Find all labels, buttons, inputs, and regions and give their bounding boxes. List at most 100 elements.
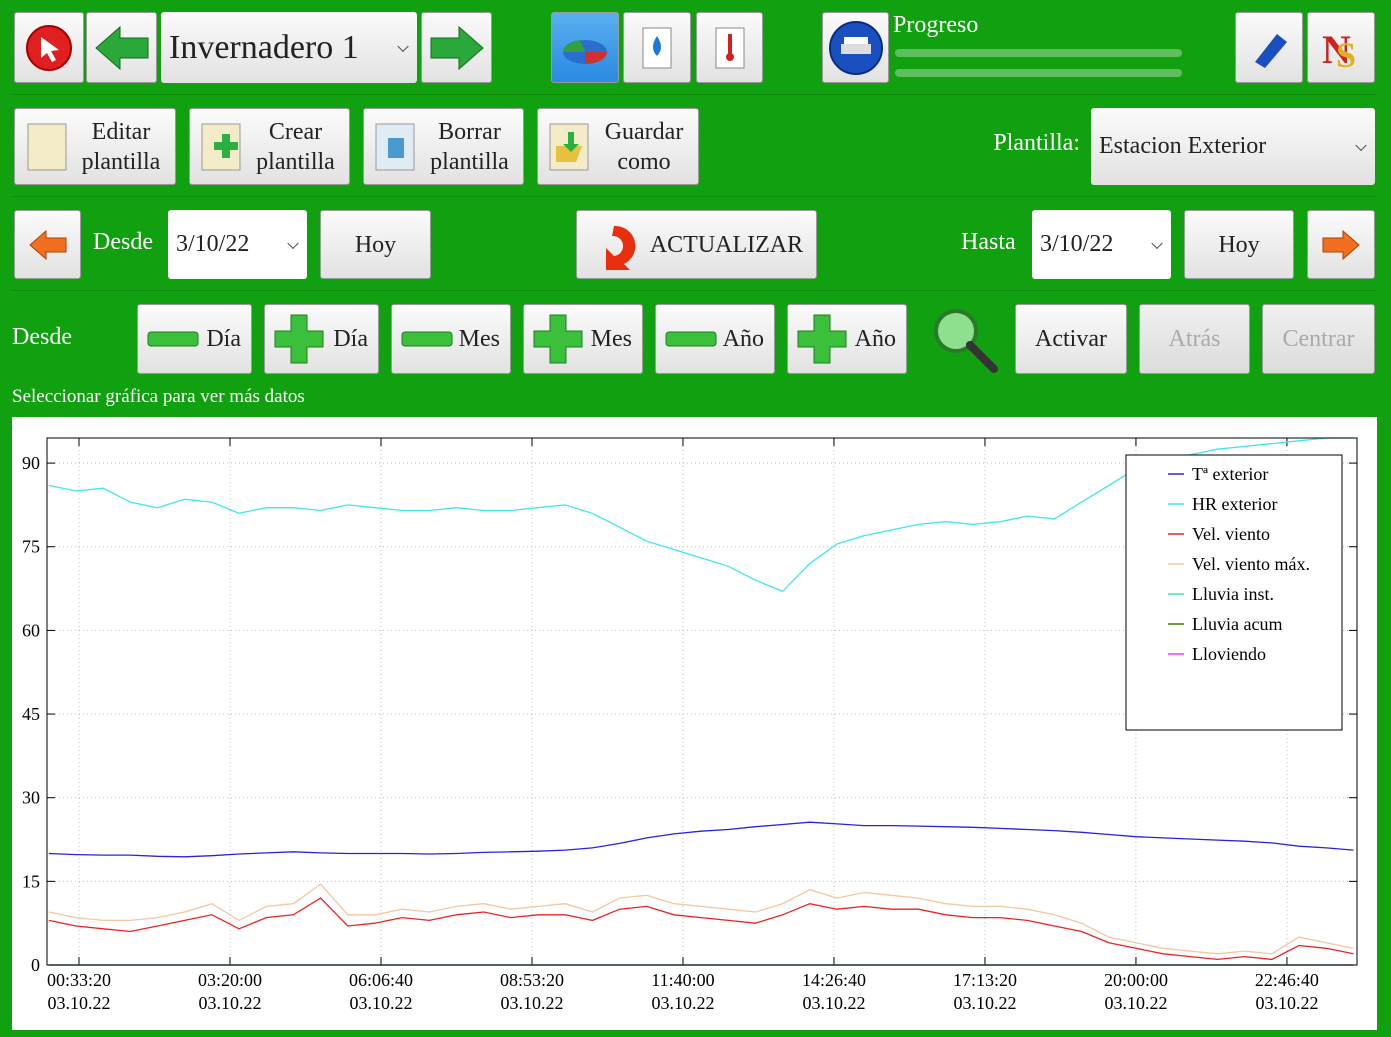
template-label: Plantilla: <box>993 130 1080 156</box>
series-line <box>48 883 1354 955</box>
progress-bar <box>895 49 1182 57</box>
exit-button[interactable] <box>14 12 84 83</box>
to-label: Hasta <box>961 229 1016 255</box>
rain-icon <box>642 27 672 68</box>
to-today-button[interactable]: Hoy <box>1184 210 1294 279</box>
next-station-button[interactable] <box>421 12 492 83</box>
temp-view-button[interactable] <box>696 12 763 83</box>
template-select[interactable]: Estacion Exterior <box>1091 108 1375 185</box>
x-tick-date: 03.10.22 <box>500 993 563 1013</box>
separator <box>12 290 1377 291</box>
from-date[interactable]: 3/10/22 <box>168 210 307 279</box>
y-tick-label: 75 <box>22 537 40 557</box>
step-label: Año <box>722 326 764 352</box>
minus-icon <box>401 331 453 347</box>
x-tick-label: 14:26:40 <box>802 970 866 990</box>
x-tick-label: 11:40:00 <box>651 970 714 990</box>
legend-label: Lluvia acum <box>1192 614 1282 634</box>
step-button[interactable]: Día <box>137 304 252 374</box>
step-button[interactable]: Mes <box>523 304 643 374</box>
create-template-button[interactable]: Crear plantilla <box>189 108 350 185</box>
x-tick-date: 03.10.22 <box>199 993 262 1013</box>
exit-icon <box>26 24 72 71</box>
svg-text:S: S <box>1336 35 1356 73</box>
step-button[interactable]: Día <box>264 304 379 374</box>
arrow-left-icon <box>28 229 66 260</box>
step-label: Mes <box>458 326 500 352</box>
minus-icon <box>147 331 199 347</box>
separator <box>12 196 1377 197</box>
y-tick-label: 15 <box>22 871 40 891</box>
series-line <box>48 897 1354 961</box>
chart[interactable]: 0 15 30 45 60 75 90 00:33:20 03.10.22 03:20:00 03.… <box>12 417 1377 1030</box>
doc-delete-icon <box>375 123 415 171</box>
zoom-back-button: Atrás <box>1139 304 1250 374</box>
step-label: Desde <box>12 324 72 350</box>
progress-label: Progreso <box>893 12 979 38</box>
y-tick-label: 60 <box>22 620 40 640</box>
y-tick-label: 30 <box>22 788 40 808</box>
arrow-left-icon <box>94 25 148 70</box>
x-tick-date: 03.10.22 <box>349 993 412 1013</box>
x-tick-label: 20:00:00 <box>1104 970 1168 990</box>
plus-icon <box>533 314 583 364</box>
prev-date-button[interactable] <box>14 210 81 279</box>
x-tick-date: 03.10.22 <box>802 993 865 1013</box>
legend-label: Lloviendo <box>1192 644 1266 664</box>
plus-icon <box>797 314 847 364</box>
next-date-button[interactable] <box>1307 210 1375 279</box>
temp-icon <box>715 27 744 68</box>
x-tick-label: 08:53:20 <box>500 970 564 990</box>
x-tick-date: 03.10.22 <box>1255 993 1318 1013</box>
legend-label: Vel. viento <box>1192 524 1270 544</box>
series-line <box>48 821 1354 858</box>
separator <box>12 94 1377 95</box>
step-button[interactable]: Año <box>787 304 907 374</box>
minus-icon <box>665 331 717 347</box>
y-tick-label: 0 <box>31 955 40 975</box>
svg-text:N: N <box>1322 27 1351 72</box>
y-tick-label: 45 <box>22 704 40 724</box>
chart-view-button[interactable] <box>551 12 619 83</box>
prev-station-button[interactable] <box>86 12 157 83</box>
x-tick-label: 06:06:40 <box>349 970 413 990</box>
print-button[interactable] <box>822 12 889 83</box>
legend-box <box>1125 454 1343 731</box>
legend-label: Lluvia inst. <box>1192 584 1274 604</box>
y-tick-label: 90 <box>22 453 40 473</box>
refresh-icon <box>606 225 636 270</box>
zoom-activate-button[interactable]: Activar <box>1015 304 1127 374</box>
x-tick-label: 00:33:20 <box>47 970 111 990</box>
step-label: Día <box>206 326 241 352</box>
station-select[interactable]: Invernadero 1 <box>161 12 417 83</box>
step-button[interactable]: Mes <box>391 304 511 374</box>
x-tick-date: 03.10.22 <box>651 993 714 1013</box>
usb-icon <box>1255 33 1287 68</box>
legend-label: Vel. viento máx. <box>1192 554 1310 574</box>
x-tick-date: 03.10.22 <box>1104 993 1167 1013</box>
progress-bar <box>895 69 1182 77</box>
hint: Seleccionar gráfica para ver más datos <box>12 386 305 407</box>
usb-button[interactable] <box>1235 12 1303 83</box>
x-tick-date: 03.10.22 <box>953 993 1016 1013</box>
arrow-right-icon <box>430 25 484 70</box>
print-icon <box>828 20 883 75</box>
plus-icon <box>274 314 324 364</box>
to-date[interactable]: 3/10/22 <box>1032 210 1171 279</box>
rain-view-button[interactable] <box>623 12 691 83</box>
step-label: Mes <box>590 326 632 352</box>
step-button[interactable]: Año <box>655 304 775 374</box>
x-tick-date: 03.10.22 <box>48 993 111 1013</box>
legend-label: HR exterior <box>1192 494 1277 514</box>
from-label: Desde <box>93 229 153 255</box>
doc-add-icon <box>201 123 241 171</box>
arrow-right-icon <box>1322 229 1360 260</box>
from-today-button[interactable]: Hoy <box>320 210 431 279</box>
zoom-center-button: Centrar <box>1262 304 1375 374</box>
step-label: Año <box>854 326 896 352</box>
step-label: Día <box>333 326 368 352</box>
x-tick-label: 22:46:40 <box>1255 970 1319 990</box>
